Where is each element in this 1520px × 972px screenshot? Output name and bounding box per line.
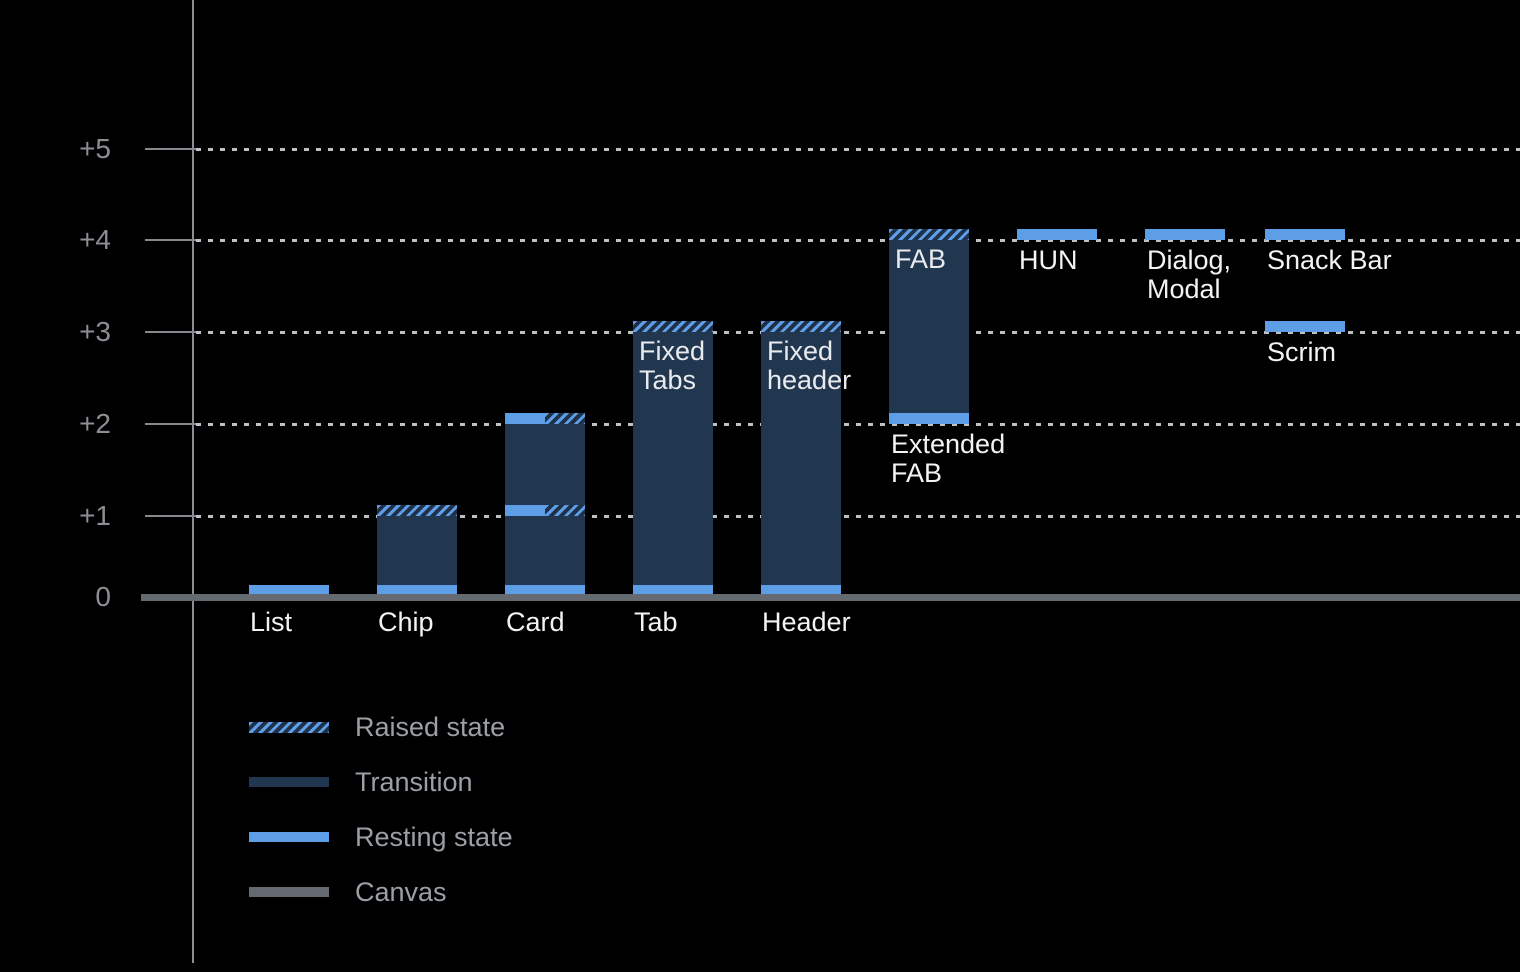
y-axis-line	[192, 0, 194, 963]
tick-mark-+3	[145, 331, 196, 333]
card-transition-segment	[505, 516, 585, 585]
tick-mark-+4	[145, 239, 196, 241]
header-transition-segment	[761, 332, 841, 585]
tab-label: Tab	[634, 607, 678, 637]
tab-inner-label: Fixed Tabs	[639, 336, 706, 395]
dialog-resting-segment	[1145, 229, 1225, 240]
chip-label: Chip	[378, 607, 434, 637]
header-resting-segment	[761, 585, 841, 594]
legend-label-resting: Resting state	[355, 822, 513, 852]
list-label: List	[250, 607, 293, 637]
snackbar-resting-segment	[1265, 229, 1345, 240]
card-raised-half	[545, 505, 585, 516]
tick-label-+5: +5	[79, 133, 111, 164]
hun-resting-segment	[1017, 229, 1097, 240]
legend-swatch-raised	[249, 721, 329, 733]
tick-mark-+5	[145, 148, 196, 150]
gridline-plus3	[196, 331, 1520, 334]
legend: Raised state Transition Resting state Canva…	[249, 713, 513, 906]
card-raised-half	[545, 413, 585, 424]
header-raised-segment	[761, 321, 841, 332]
snackbar-label: Snack Bar	[1267, 245, 1392, 275]
tick-label-+3: +3	[79, 316, 111, 347]
legend-swatch-transition	[249, 777, 329, 787]
gridline-plus5	[196, 148, 1520, 151]
card-label: Card	[506, 607, 565, 637]
gridline-plus2	[196, 423, 1520, 426]
tab-transition-segment	[633, 332, 713, 585]
card-transition-segment	[505, 424, 585, 505]
gridline-plus4	[196, 239, 1520, 242]
fab-inner-label: FAB	[895, 244, 947, 274]
legend-label-raised: Raised state	[355, 712, 506, 742]
tick-mark-+1	[145, 515, 196, 517]
legend-swatch-resting	[249, 832, 329, 842]
card-resting-segment	[505, 585, 585, 594]
fab-raised-segment	[889, 229, 969, 240]
legend-label-canvas: Canvas	[355, 877, 447, 907]
tick-label-+4: +4	[79, 224, 111, 255]
scrim-label: Scrim	[1267, 337, 1336, 367]
tab-resting-segment	[633, 585, 713, 594]
tab-raised-segment	[633, 321, 713, 332]
chip-resting-segment	[377, 585, 457, 594]
card-resting-raised-segment	[505, 505, 585, 516]
card-resting-half	[505, 505, 545, 516]
legend-row-canvas: Canvas	[249, 878, 513, 906]
card-resting-half	[505, 413, 545, 424]
tick-mark-+2	[145, 423, 196, 425]
card-resting-raised-segment	[505, 413, 585, 424]
header-label: Header	[762, 607, 851, 637]
hun-label: HUN	[1019, 245, 1078, 275]
dialog-label: Dialog, Modal	[1147, 245, 1232, 304]
canvas-baseline	[141, 594, 1520, 601]
scrim-resting-segment	[1265, 321, 1345, 332]
tick-label-+2: +2	[79, 408, 111, 439]
fab-transition-segment	[889, 240, 969, 413]
chip-transition-segment	[377, 516, 457, 585]
legend-row-resting: Resting state	[249, 823, 513, 851]
list-resting-segment	[249, 585, 329, 594]
legend-swatch-canvas	[249, 887, 329, 897]
legend-row-raised: Raised state	[249, 713, 513, 741]
header-inner-label: Fixed header	[767, 336, 852, 395]
fab-resting-segment	[889, 413, 969, 424]
legend-row-transition: Transition	[249, 768, 513, 796]
tick-label-+1: +1	[79, 500, 111, 531]
fab-label: Extended FAB	[891, 429, 1006, 488]
tick-label-0: 0	[95, 581, 111, 612]
legend-label-transition: Transition	[355, 767, 473, 797]
gridline-plus1	[196, 515, 1520, 518]
chip-raised-segment	[377, 505, 457, 516]
